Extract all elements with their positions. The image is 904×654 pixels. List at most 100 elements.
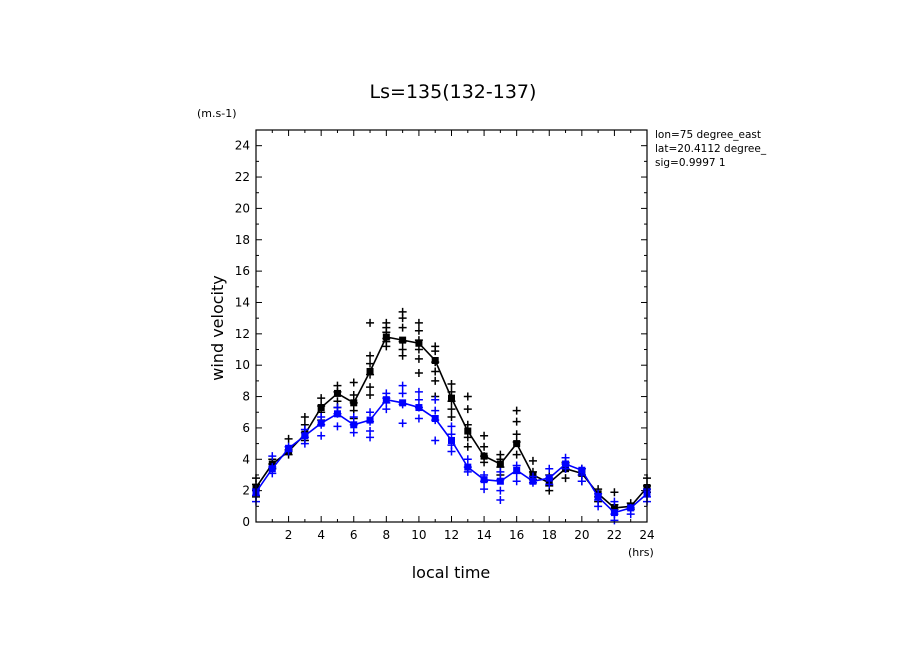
sample-point xyxy=(447,405,456,414)
sample-point xyxy=(366,383,375,392)
sample-point xyxy=(382,342,391,351)
sample-point xyxy=(366,318,375,327)
x-tick-label: 6 xyxy=(350,528,358,542)
mean-point xyxy=(562,460,570,468)
sample-point xyxy=(610,516,619,525)
sample-point xyxy=(561,474,570,483)
mean-point xyxy=(285,444,293,452)
mean-point xyxy=(431,415,439,423)
mean-point xyxy=(317,419,325,427)
mean-point xyxy=(333,410,341,418)
sample-point xyxy=(284,434,293,443)
sample-point xyxy=(300,439,309,448)
sample-point xyxy=(366,390,375,399)
y-tick-label: 12 xyxy=(235,327,250,341)
mean-point xyxy=(496,477,504,485)
sample-point xyxy=(366,408,375,417)
sample-point xyxy=(431,406,440,415)
mean-point xyxy=(399,399,407,407)
x-tick-label: 20 xyxy=(574,528,589,542)
mean-point xyxy=(382,333,390,341)
sample-point xyxy=(545,464,554,473)
x-tick-label: 10 xyxy=(411,528,426,542)
mean-point xyxy=(480,476,488,484)
sample-point xyxy=(496,496,505,505)
sample-point xyxy=(545,480,554,489)
mean-point xyxy=(415,339,423,347)
y-tick-label: 20 xyxy=(235,201,250,215)
mean-point xyxy=(268,465,276,473)
sample-point xyxy=(414,395,423,404)
sample-point xyxy=(414,369,423,378)
x-tick-label: 16 xyxy=(509,528,524,542)
y-tick-label: 10 xyxy=(235,358,250,372)
sample-point xyxy=(414,387,423,396)
y-tick-label: 2 xyxy=(242,484,250,498)
sample-point xyxy=(349,390,358,399)
mean-point xyxy=(399,336,407,344)
mean-point xyxy=(545,474,553,482)
mean-point xyxy=(350,399,358,407)
mean-point xyxy=(366,416,374,424)
y-unit-label: (m.s-1) xyxy=(197,107,237,120)
x-tick-label: 8 xyxy=(383,528,391,542)
y-tick-label: 14 xyxy=(235,295,250,309)
sample-point xyxy=(594,502,603,511)
sample-point xyxy=(349,378,358,387)
sample-point xyxy=(463,392,472,401)
mean-point xyxy=(513,440,521,448)
mean-point xyxy=(382,396,390,404)
sample-point xyxy=(398,351,407,360)
mean-point xyxy=(610,509,618,517)
sample-point xyxy=(512,406,521,415)
y-axis-title: wind velocity xyxy=(208,275,227,380)
sample-point xyxy=(512,477,521,486)
sample-point xyxy=(349,412,358,421)
sample-point xyxy=(414,414,423,423)
mean-point xyxy=(350,421,358,429)
sample-point xyxy=(447,447,456,456)
sample-point xyxy=(349,428,358,437)
sample-point xyxy=(431,395,440,404)
x-unit-label: (hrs) xyxy=(628,546,654,559)
mean-point xyxy=(448,394,455,402)
sample-point xyxy=(398,381,407,390)
sample-point xyxy=(366,433,375,442)
info-lat: lat=20.4112 degree_ xyxy=(655,143,767,155)
sample-point xyxy=(626,510,635,519)
sample-point xyxy=(577,477,586,486)
sample-point xyxy=(463,405,472,414)
sample-point xyxy=(414,354,423,363)
mean-point xyxy=(448,436,455,444)
sample-point xyxy=(268,452,277,461)
sample-point xyxy=(610,497,619,506)
mean-point xyxy=(301,432,309,440)
mean-point xyxy=(578,466,586,474)
sample-point xyxy=(480,485,489,494)
sample-point xyxy=(480,458,489,467)
plot-frame xyxy=(255,129,648,523)
x-tick-label: 18 xyxy=(542,528,557,542)
sample-point xyxy=(496,486,505,495)
y-tick-label: 0 xyxy=(242,515,250,529)
x-tick-label: 2 xyxy=(285,528,293,542)
sample-point xyxy=(366,351,375,360)
y-tick-label: 22 xyxy=(235,170,250,184)
mean-point xyxy=(431,356,439,364)
sample-point xyxy=(366,359,375,368)
mean-point xyxy=(366,367,374,375)
sample-point xyxy=(398,314,407,323)
x-tick-label: 22 xyxy=(607,528,622,542)
info-sig: sig=0.9997 1 xyxy=(655,157,726,169)
x-tick-label: 4 xyxy=(317,528,325,542)
mean-point xyxy=(594,493,602,501)
sample-point xyxy=(414,318,423,327)
series-0 xyxy=(252,307,651,514)
x-tick-label: 24 xyxy=(639,528,654,542)
x-tick-label: 14 xyxy=(476,528,491,542)
sample-point xyxy=(496,467,505,476)
sample-point xyxy=(463,433,472,442)
sample-point xyxy=(431,347,440,356)
